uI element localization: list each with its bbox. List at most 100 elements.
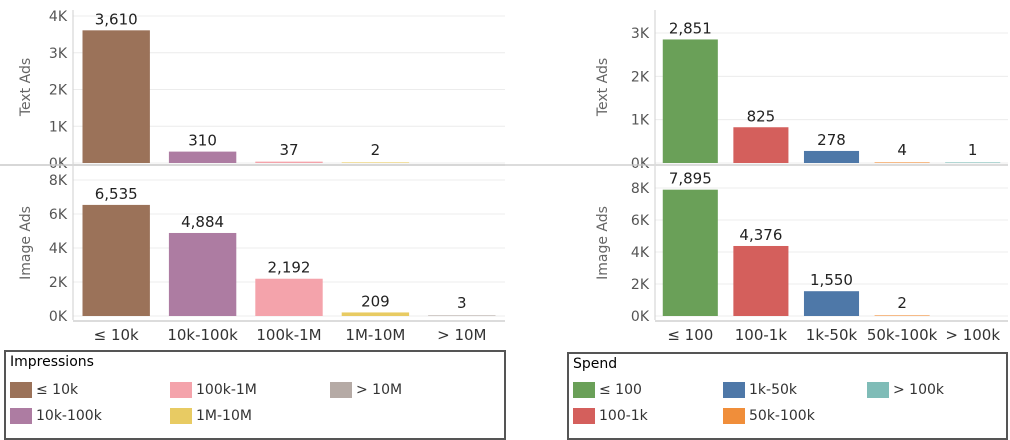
bar — [255, 278, 323, 316]
legend-label: > 100k — [893, 382, 945, 398]
legend-swatch — [723, 382, 745, 398]
data-label: 2,851 — [669, 19, 712, 37]
spend-legend: Spend ≤ 100 1k-50k > 100k 100-1k 50k-100… — [567, 352, 1008, 440]
legend-item-10k-100k: 10k-100k — [10, 408, 102, 424]
legend-label: ≤ 100 — [599, 382, 642, 398]
category-label: > 100k — [945, 326, 1000, 344]
legend-swatch — [330, 382, 352, 398]
y-tick-label: 2K — [631, 69, 650, 85]
y-tick-label: 3K — [631, 26, 650, 42]
bar — [874, 315, 930, 316]
y-tick-label: 0K — [49, 309, 68, 325]
legend-item-100-1k: 100-1k — [573, 408, 648, 424]
data-label: 1,550 — [810, 271, 853, 289]
y-tick-label: 6K — [49, 207, 68, 223]
data-label: 7,895 — [669, 170, 712, 188]
y-tick-label: 0K — [631, 309, 650, 325]
y-tick-label: 1K — [631, 113, 650, 129]
category-label: 100-1k — [735, 326, 788, 344]
bar — [168, 151, 237, 163]
data-label: 4 — [897, 141, 907, 159]
legend-swatch — [867, 382, 889, 398]
legend-item-50k-100k: 50k-100k — [723, 408, 815, 424]
bar — [662, 189, 718, 316]
data-label: 3 — [457, 294, 467, 312]
spend-legend-title: Spend — [573, 356, 618, 372]
data-label: 6,535 — [95, 185, 138, 203]
category-label: ≤ 10k — [94, 326, 139, 344]
data-label: 4,884 — [181, 213, 224, 231]
legend-label: 1M-10M — [196, 408, 252, 424]
category-label: 1M-10M — [345, 326, 405, 344]
y-tick-label: 4K — [49, 9, 68, 25]
legend-item-1m-10m: 1M-10M — [170, 408, 252, 424]
legend-label: 50k-100k — [749, 408, 815, 424]
legend-label: 100-1k — [599, 408, 648, 424]
impressions-legend: Impressions ≤ 10k 100k-1M > 10M 10k-100k… — [4, 350, 506, 440]
data-label: 3,610 — [95, 10, 138, 28]
bar — [168, 232, 237, 316]
y-tick-label: 2K — [49, 275, 68, 291]
legend-swatch — [170, 408, 192, 424]
data-label: 1 — [968, 141, 978, 159]
y-axis-title: Text Ads — [595, 58, 611, 117]
data-label: 310 — [188, 132, 217, 150]
legend-swatch — [10, 382, 32, 398]
y-tick-label: 0K — [49, 156, 68, 172]
y-tick-label: 8K — [49, 173, 68, 189]
bar — [733, 245, 789, 316]
y-tick-label: 4K — [49, 241, 68, 257]
legend-item-gt-100k: > 100k — [867, 382, 944, 398]
bar — [945, 162, 1001, 163]
y-tick-label: 2K — [631, 277, 650, 293]
category-label: 50k-100k — [867, 326, 938, 344]
data-label: 4,376 — [739, 226, 782, 244]
legend-item-1k-50k: 1k-50k — [723, 382, 797, 398]
y-tick-label: 8K — [631, 181, 650, 197]
category-label: ≤ 100 — [667, 326, 713, 344]
bar — [341, 162, 410, 163]
data-label: 2,192 — [268, 259, 311, 277]
legend-swatch — [573, 382, 595, 398]
category-label: > 10M — [437, 326, 486, 344]
legend-item-gt-10m: > 10M — [330, 382, 402, 398]
legend-item-le-10k: ≤ 10k — [10, 382, 78, 398]
y-tick-label: 1K — [49, 119, 68, 135]
y-tick-label: 4K — [631, 245, 650, 261]
legend-label: 10k-100k — [36, 408, 102, 424]
legend-item-le-100: ≤ 100 — [573, 382, 642, 398]
legend-label: ≤ 10k — [36, 382, 79, 398]
bar — [874, 162, 930, 163]
bar — [341, 312, 410, 316]
data-label: 825 — [747, 107, 776, 125]
data-label: 2 — [371, 141, 381, 159]
bar — [82, 204, 150, 316]
category-label: 1k-50k — [806, 326, 858, 344]
y-tick-label: 2K — [49, 83, 68, 99]
legend-swatch — [573, 408, 595, 424]
y-axis-title: Image Ads — [595, 206, 611, 280]
bar — [803, 291, 860, 316]
category-label: 10k-100k — [167, 326, 238, 344]
legend-label: > 10M — [356, 382, 403, 398]
data-label: 2 — [897, 294, 907, 312]
bar — [803, 150, 860, 163]
data-label: 37 — [279, 141, 298, 159]
legend-label: 1k-50k — [749, 382, 797, 398]
legend-swatch — [723, 408, 745, 424]
y-axis-title: Text Ads — [18, 58, 34, 117]
bar — [733, 127, 789, 163]
legend-swatch — [170, 382, 192, 398]
bar — [82, 30, 150, 163]
data-label: 209 — [361, 292, 390, 310]
y-tick-label: 6K — [631, 213, 650, 229]
bar — [255, 161, 323, 163]
bar — [662, 39, 718, 163]
y-tick-label: 3K — [49, 46, 68, 62]
bar — [428, 315, 496, 316]
data-label: 278 — [817, 131, 846, 149]
category-label: 100k-1M — [256, 326, 321, 344]
y-tick-label: 0K — [631, 156, 650, 172]
legend-swatch — [10, 408, 32, 424]
